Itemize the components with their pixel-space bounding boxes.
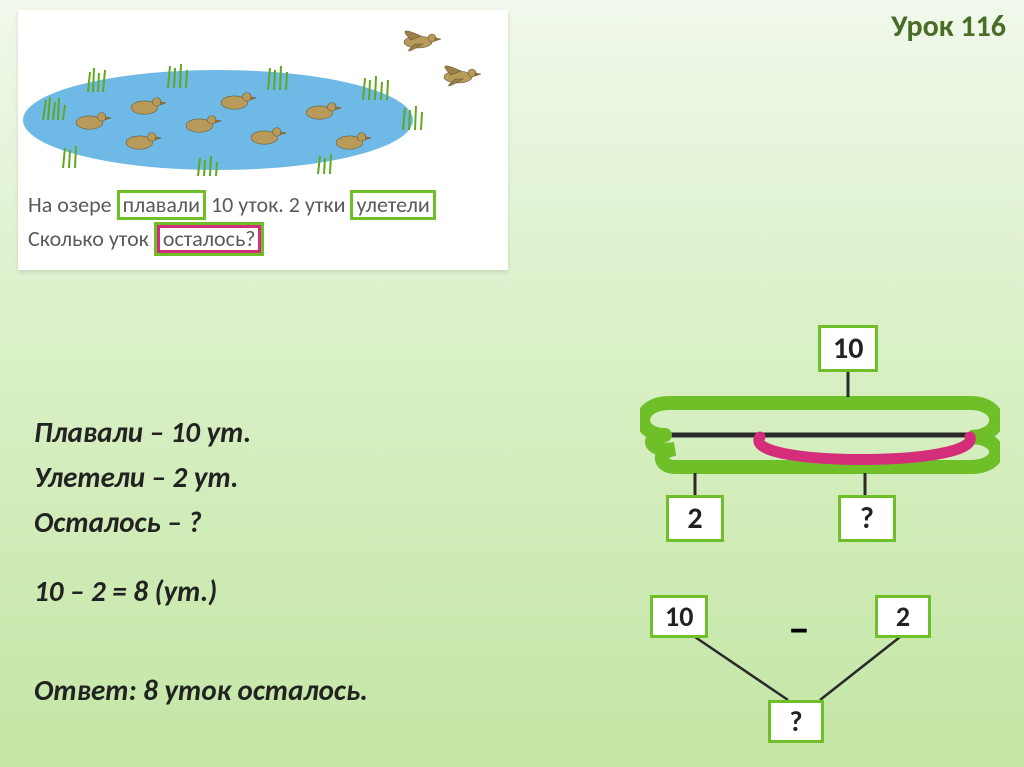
problem-pre2: Сколько уток: [28, 225, 154, 252]
summary-line-2: Улетели – 2 ут.: [34, 455, 251, 500]
pond-illustration: [18, 10, 508, 180]
equation: 10 – 2 = 8 (ут.): [34, 573, 217, 609]
summary-line-1: Плавали – 10 ут.: [34, 410, 251, 455]
highlight-left: осталось?: [154, 222, 265, 256]
problem-pre1: На озере: [28, 191, 117, 218]
tape-part2-box: ?: [838, 495, 896, 542]
answer: Ответ: 8 уток осталось.: [34, 672, 368, 708]
problem-text: На озере плавали 10 уток. 2 утки улетели…: [18, 180, 508, 270]
problem-summary: Плавали – 10 ут. Улетели – 2 ут. Осталос…: [34, 410, 251, 545]
subtraction-tree: 10 – 2 ?: [650, 595, 1000, 755]
tape-diagram: 10 2 ?: [640, 325, 1000, 545]
tree-minus: –: [788, 601, 810, 655]
summary-line-3: Осталось – ?: [34, 500, 251, 545]
tape-part1-box: 2: [666, 495, 724, 542]
tree-left-box: 10: [650, 595, 708, 638]
highlight-swam: плавали: [117, 190, 206, 220]
tree-right-box: 2: [875, 595, 931, 638]
tape-total-box: 10: [818, 325, 878, 372]
lesson-title: Урок 116: [891, 8, 1006, 45]
highlight-flew: улетели: [350, 190, 435, 220]
problem-mid1: 10 уток. 2 утки: [206, 191, 350, 218]
problem-card: На озере плавали 10 уток. 2 утки улетели…: [18, 10, 508, 270]
tree-result-box: ?: [768, 700, 824, 743]
